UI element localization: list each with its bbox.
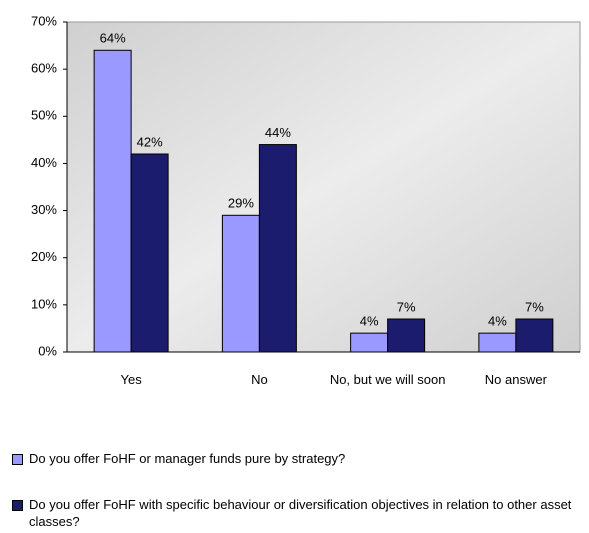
bar (221, 214, 260, 353)
bar (258, 144, 297, 353)
bar (93, 49, 132, 353)
value-label: 29% (228, 196, 254, 211)
legend-item: Do you offer FoHF or manager funds pure … (12, 450, 582, 467)
bar (350, 332, 389, 353)
value-label: 64% (100, 31, 126, 46)
y-tick-label: 50% (31, 108, 57, 123)
bar (387, 318, 426, 353)
value-label: 44% (265, 125, 291, 140)
value-label: 7% (525, 299, 544, 314)
x-tick-label: No answer (484, 372, 547, 387)
x-tick-label: No (251, 372, 268, 387)
bar (515, 318, 554, 353)
value-label: 42% (137, 134, 163, 149)
x-tick-label: No, but we will soon (329, 372, 446, 387)
value-label: 4% (488, 314, 507, 329)
legend-item: Do you offer FoHF with specific behaviou… (12, 496, 582, 530)
bar (130, 153, 169, 353)
bar (478, 332, 517, 353)
value-label: 7% (397, 299, 416, 314)
y-tick-label: 30% (31, 202, 57, 217)
value-label: 4% (360, 314, 379, 329)
y-tick-label: 60% (31, 61, 57, 76)
y-tick-label: 0% (38, 343, 57, 358)
legend-label: Do you offer FoHF or manager funds pure … (29, 451, 346, 466)
legend-swatch (12, 500, 23, 511)
y-tick-label: 10% (31, 296, 57, 311)
y-tick-label: 70% (31, 13, 57, 28)
x-tick-label: Yes (120, 372, 142, 387)
legend-swatch (12, 454, 23, 465)
legend-label: Do you offer FoHF with specific behaviou… (29, 497, 572, 529)
y-tick-label: 20% (31, 249, 57, 264)
y-tick-label: 40% (31, 155, 57, 170)
